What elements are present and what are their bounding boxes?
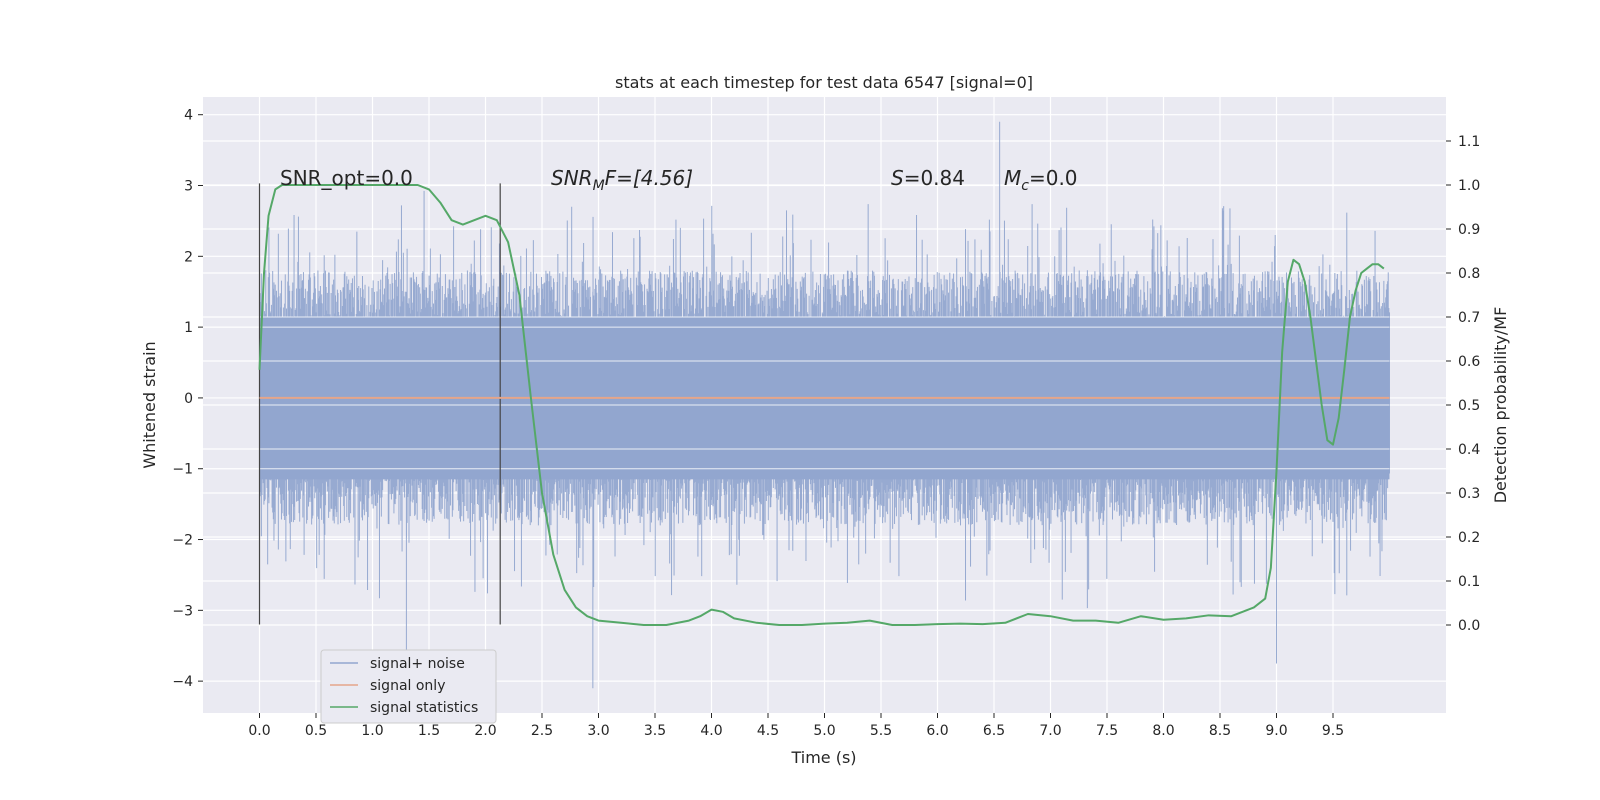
y-left-tick-label: −1 [172, 462, 193, 478]
annotation-mc: Mc=0.0 [1004, 166, 1078, 194]
y-right-tick-label: 0.8 [1458, 266, 1480, 282]
annotation-snr-opt: SNR_opt=0.0 [280, 166, 413, 190]
x-tick-label: 8.0 [1152, 723, 1174, 739]
x-tick-label: 9.5 [1322, 723, 1344, 739]
y-right-tick-label: 0.1 [1458, 574, 1480, 590]
x-tick-label: 7.5 [1096, 723, 1118, 739]
x-tick-label: 4.5 [757, 723, 779, 739]
x-tick-label: 3.5 [644, 723, 666, 739]
y-left-axis-ticks: 4 3 2 1 0 −1 −2 −3 −4 [172, 108, 203, 690]
y-left-tick-label: −4 [172, 674, 193, 690]
y-left-tick-label: 1 [184, 320, 193, 336]
x-tick-label: 0.0 [248, 723, 270, 739]
y-left-tick-label: 0 [184, 391, 193, 407]
x-tick-label: 5.0 [813, 723, 835, 739]
x-tick-label: 0.5 [305, 723, 327, 739]
y-right-tick-label: 0.7 [1458, 310, 1480, 326]
x-tick-label: 4.0 [700, 723, 722, 739]
annotation-snr-mf: SNRMF=[4.56] [551, 166, 693, 194]
y-right-tick-label: 0.5 [1458, 398, 1480, 414]
y-right-tick-label: 1.0 [1458, 178, 1480, 194]
x-tick-label: 3.0 [587, 723, 609, 739]
y-right-tick-label: 0.4 [1458, 442, 1480, 458]
x-tick-label: 6.5 [983, 723, 1005, 739]
x-tick-label: 1.0 [361, 723, 383, 739]
x-tick-label: 2.5 [531, 723, 553, 739]
y-right-tick-label: 0.9 [1458, 222, 1480, 238]
signal-statistics-line [258, 184, 1385, 626]
x-axis-label: Time (s) [790, 748, 856, 767]
y-right-tick-label: 0.3 [1458, 486, 1480, 502]
y-right-tick-label: 0.6 [1458, 354, 1480, 370]
y-right-axis-label: Detection probability/MF [1491, 307, 1510, 504]
legend-label-signal-statistics: signal statistics [370, 700, 478, 716]
x-tick-label: 1.5 [418, 723, 440, 739]
legend: signal+ noise signal only signal statist… [320, 649, 497, 724]
y-right-axis-ticks: 1.1 1.0 0.9 0.8 0.7 0.6 0.5 0.4 0.3 0.2 0.1 0.0 [1446, 134, 1480, 634]
x-tick-label: 7.0 [1039, 723, 1061, 739]
x-axis-ticks: 0.0 0.5 1.0 1.5 2.0 2.5 3.0 3.5 4.0 4.5 5.0 5.5 6.0 6… [248, 713, 1344, 739]
chart-title: stats at each timestep for test data 654… [615, 73, 1033, 92]
y-left-tick-label: −3 [172, 603, 193, 619]
y-left-tick-label: 4 [184, 108, 193, 124]
vertical-markers [258, 183, 501, 625]
x-tick-label: 8.5 [1209, 723, 1231, 739]
x-tick-label: 2.0 [474, 723, 496, 739]
y-right-tick-label: 0.0 [1458, 618, 1480, 634]
y-left-axis-label: Whitened strain [140, 341, 159, 468]
x-tick-label: 6.0 [926, 723, 948, 739]
x-tick-label: 9.0 [1265, 723, 1287, 739]
line-series [258, 184, 1390, 626]
y-left-tick-label: 2 [184, 249, 193, 265]
y-right-tick-label: 1.1 [1458, 134, 1480, 150]
x-tick-label: 5.5 [870, 723, 892, 739]
y-left-tick-label: −2 [172, 533, 193, 549]
annotation-s: S=0.84 [891, 166, 965, 190]
y-right-tick-label: 0.2 [1458, 530, 1480, 546]
legend-box [320, 649, 497, 724]
legend-label-signal-only: signal only [370, 678, 445, 694]
y-left-tick-label: 3 [184, 179, 193, 195]
legend-label-signal-plus-noise: signal+ noise [370, 656, 465, 672]
